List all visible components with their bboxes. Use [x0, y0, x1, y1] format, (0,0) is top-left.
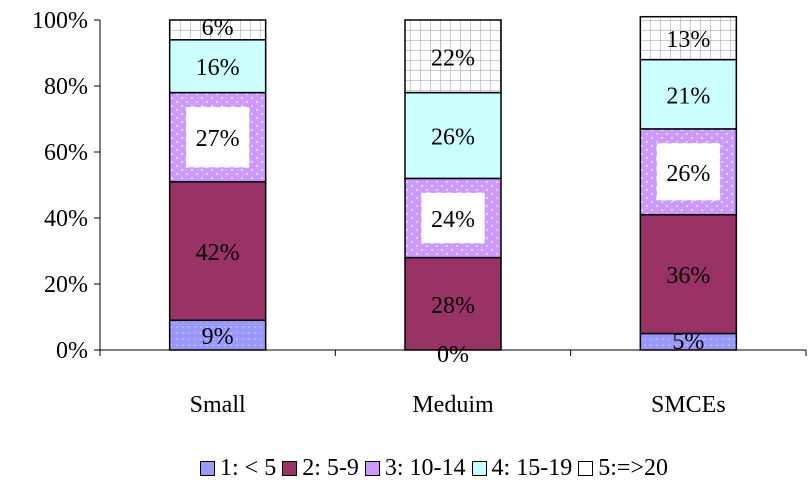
data-label: 21% [666, 83, 710, 109]
data-label: 9% [202, 324, 234, 350]
stacked-bar-chart: 0% 20% 40% 60% 80% 100% Small Meduim SMCEs 9% 42%… [32, 8, 807, 418]
data-label: 13% [666, 27, 710, 53]
y-tick-label: 40% [44, 206, 88, 232]
y-tick-label: 100% [32, 8, 88, 34]
bar-segment [168, 319, 267, 351]
data-label: 16% [196, 55, 240, 81]
legend-item: 2: 5-9 [282, 455, 359, 482]
bar-segment [639, 15, 738, 61]
legend-swatch [364, 460, 380, 476]
legend-swatch [200, 460, 215, 476]
data-labels: 9% 42% 27% 16% 6% 0% 28% 24% 26% 22% 5% 36% 26% 21% 13… [196, 15, 711, 368]
data-label: 42% [196, 240, 240, 266]
bars [168, 15, 738, 351]
legend-label: 2: 5-9 [302, 454, 359, 481]
label-backdrop [420, 191, 486, 245]
y-tick-label: 20% [44, 272, 88, 298]
bar-segment [404, 256, 502, 351]
legend-item: 5:=>20 [578, 455, 668, 482]
axes: 0% 20% 40% 60% 80% 100% Small Meduim SMCEs [32, 8, 807, 418]
data-label: 0% [437, 342, 469, 368]
x-tick-label: Small [190, 392, 246, 418]
legend-swatch [282, 460, 298, 476]
legend-label: 1: < 5 [220, 454, 277, 481]
legend: 1: < 5 2: 5-9 3: 10-14 4: 15-19 5:=>20 [200, 448, 800, 488]
legend-label: 4: 15-19 [491, 454, 573, 481]
y-tick-label: 60% [44, 140, 88, 166]
bar-segment [404, 19, 502, 94]
legend-label: 3: 10-14 [384, 454, 466, 481]
y-tick-label: 0% [56, 338, 88, 364]
data-label: 24% [431, 207, 475, 233]
data-label: 27% [196, 126, 240, 152]
bar-segment [639, 58, 738, 130]
data-label: 28% [431, 293, 475, 319]
legend-item: 4: 15-19 [471, 454, 573, 482]
data-label: 22% [431, 45, 475, 71]
legend-swatch [471, 460, 487, 476]
bar-segment [639, 213, 738, 335]
bar-segment [168, 180, 267, 322]
data-label: 36% [666, 263, 710, 289]
x-tick-label: Meduim [412, 392, 494, 418]
legend-swatch [578, 460, 594, 476]
legend-item: 3: 10-14 [364, 454, 466, 482]
legend-label: 5:=>20 [598, 454, 668, 481]
legend-item: 1: < 5 [200, 455, 276, 482]
data-label: 26% [666, 161, 710, 187]
data-label: 6% [202, 15, 234, 41]
bar-segment [168, 19, 267, 41]
bar-segment [168, 39, 267, 94]
label-backdrop [185, 106, 251, 169]
label-backdrop [655, 142, 721, 202]
data-label: 5% [672, 329, 704, 355]
x-tick-label: SMCEs [651, 392, 726, 418]
data-label: 26% [431, 125, 475, 151]
bar-segment [404, 91, 502, 180]
y-tick-label: 80% [44, 74, 88, 100]
